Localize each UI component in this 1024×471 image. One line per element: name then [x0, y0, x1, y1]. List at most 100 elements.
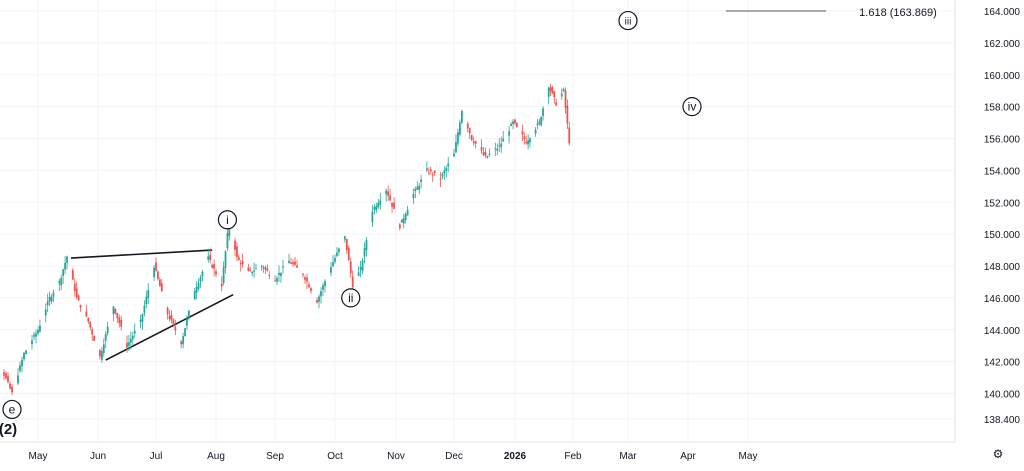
candle-body: [363, 247, 366, 257]
candle-body: [207, 256, 210, 260]
grid: [0, 0, 955, 442]
wave-label: e: [9, 402, 16, 416]
candle-body: [174, 326, 177, 331]
candle-body: [318, 296, 320, 302]
y-tick-label: 138.400: [984, 415, 1021, 426]
candle-body: [99, 350, 101, 357]
candle-body: [79, 304, 82, 308]
x-tick-label: Feb: [564, 451, 582, 462]
candle-body: [5, 373, 7, 379]
wave-label: iii: [625, 17, 632, 28]
candle-body: [274, 280, 276, 282]
candle-body: [184, 328, 186, 337]
candle-body: [288, 260, 290, 264]
candle-body: [19, 365, 21, 371]
trendline: [70, 249, 213, 259]
candle-body: [445, 167, 448, 172]
y-axis: 138.400 140.000 142.000 144.000 146.000 148.0…: [954, 0, 1021, 442]
candle-body: [488, 153, 491, 156]
y-tick-label: 158.000: [984, 103, 1021, 114]
candle-body: [249, 269, 252, 271]
x-tick-label: Nov: [387, 451, 405, 462]
candle-body: [347, 247, 350, 261]
candle-body: [547, 88, 550, 97]
candle-body: [89, 321, 92, 328]
candle-body: [268, 275, 271, 277]
candle-body: [188, 310, 190, 318]
candle-body: [172, 319, 175, 325]
candle-body: [538, 121, 541, 124]
candle-body: [404, 214, 407, 220]
wave-label-circle: [2, 399, 22, 420]
candle-body: [494, 148, 497, 150]
candle-body: [118, 317, 121, 324]
candle-body: [472, 141, 475, 143]
candle-body: [290, 262, 292, 264]
candle-body: [93, 336, 96, 341]
candle-body: [209, 254, 212, 260]
candle-body: [213, 264, 215, 269]
candle-body: [527, 140, 529, 145]
candle-body: [385, 190, 388, 195]
candle-body: [260, 266, 263, 268]
candle-body: [441, 173, 444, 177]
candle-body: [66, 256, 68, 264]
wave-degree-label: (2): [0, 421, 17, 438]
candle-body: [459, 122, 461, 135]
candle-body: [371, 211, 374, 223]
candle-body: [306, 277, 308, 282]
candle-body: [529, 138, 531, 143]
candle-body: [237, 257, 240, 260]
candle-body: [400, 219, 403, 223]
candle-body: [551, 87, 554, 94]
candle-body: [564, 90, 567, 108]
wave-label-circle: [682, 97, 702, 117]
candle-body: [443, 170, 446, 174]
candle-body: [236, 246, 238, 257]
candle-body: [398, 224, 401, 229]
x-tick-label: Apr: [680, 451, 696, 462]
x-tick-label: Oct: [327, 451, 343, 462]
y-tick-label: 156.000: [984, 135, 1021, 146]
candle-body: [457, 132, 459, 144]
candle-body: [102, 344, 105, 354]
candle-body: [304, 277, 306, 280]
candle-body: [201, 271, 204, 277]
candle-body: [87, 317, 90, 322]
candle-body: [168, 315, 171, 320]
wave-label-circle: [618, 10, 638, 31]
candle-body: [292, 262, 294, 265]
candle-body: [540, 116, 543, 126]
candle-body: [147, 290, 150, 299]
candle-body: [562, 88, 565, 91]
candle-body: [324, 281, 326, 287]
candle-body: [496, 148, 499, 151]
candle-body: [470, 135, 473, 140]
candle-body: [71, 270, 74, 280]
candle-body: [508, 131, 510, 136]
candle-body: [525, 141, 528, 144]
candle-body: [310, 288, 312, 291]
candle-body: [199, 276, 202, 282]
gear-icon[interactable]: ⚙: [992, 447, 1004, 461]
candle-body: [393, 202, 395, 209]
candle-body: [195, 286, 198, 293]
candle-body: [129, 339, 132, 343]
candle-body: [427, 172, 430, 174]
candle-body: [157, 271, 159, 279]
candle-body: [308, 284, 310, 288]
candle-body: [234, 240, 236, 250]
candle-body: [21, 359, 23, 367]
x-axis: May Jun Jul Aug Sep Oct Nov Dec 2026 Feb Mar Apr May: [0, 441, 955, 462]
candle-body: [553, 91, 556, 98]
wave-label-circle: [217, 210, 238, 230]
candle-body: [255, 268, 257, 270]
candle-body: [322, 285, 324, 290]
y-tick-label: 154.000: [984, 166, 1021, 177]
candle-body: [139, 319, 142, 322]
candle-body: [215, 271, 217, 275]
candle-body: [58, 280, 61, 284]
candle-body: [420, 179, 423, 183]
